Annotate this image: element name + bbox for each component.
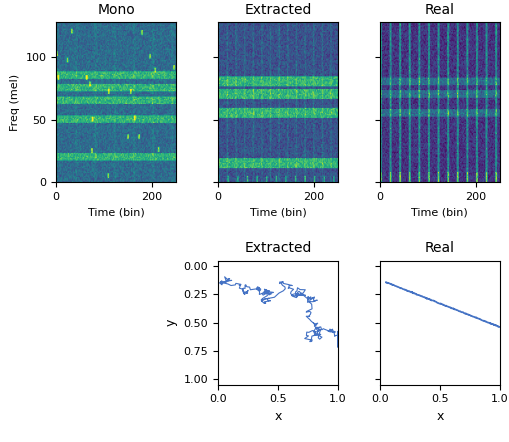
X-axis label: Time (bin): Time (bin)	[411, 208, 467, 218]
Y-axis label: y: y	[164, 319, 178, 326]
X-axis label: x: x	[274, 410, 281, 423]
Title: Extracted: Extracted	[244, 3, 311, 17]
Title: Real: Real	[424, 241, 454, 255]
X-axis label: x: x	[435, 410, 443, 423]
Title: Mono: Mono	[97, 3, 135, 17]
X-axis label: Time (bin): Time (bin)	[88, 208, 144, 218]
X-axis label: Time (bin): Time (bin)	[249, 208, 306, 218]
Title: Real: Real	[424, 3, 454, 17]
Title: Extracted: Extracted	[244, 241, 311, 255]
Y-axis label: Freq (mel): Freq (mel)	[10, 74, 20, 131]
